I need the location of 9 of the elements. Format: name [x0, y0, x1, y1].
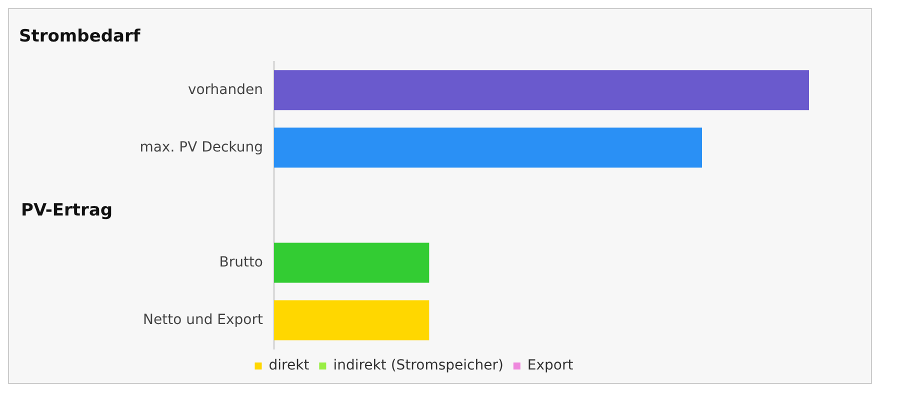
y-tick-label: Brutto: [219, 254, 263, 270]
text: PV-Ertrag: [21, 200, 113, 221]
y-tick-label: max. PV Deckung: [140, 139, 263, 156]
legend-label: Export: [527, 358, 574, 374]
legend-label: direkt: [268, 358, 310, 374]
y-tick-label: Netto und Export: [143, 312, 264, 328]
y-tick-label: vorhanden: [188, 82, 263, 98]
legend-label: indirekt (Stromspeicher): [333, 358, 504, 374]
text: Strombedarf: [19, 26, 141, 47]
